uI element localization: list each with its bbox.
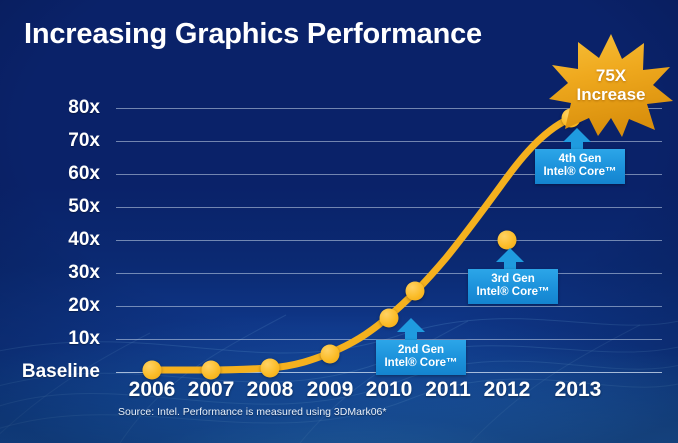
y-tick-50x: 50x — [68, 196, 100, 217]
callout-3rd-gen[interactable]: 3rd Gen Intel® Core™ — [468, 269, 558, 304]
y-tick-60x: 60x — [68, 163, 100, 184]
data-point-2012 — [497, 230, 517, 250]
x-tick-2012: 2012 — [483, 378, 531, 401]
y-tick-80x: 80x — [68, 97, 100, 118]
starburst-icon — [549, 34, 673, 137]
callout-3rd-gen-line2: Intel® Core™ — [476, 286, 550, 298]
callout-4th-gen-line1: 4th Gen — [558, 153, 602, 165]
callout-3rd-gen-line1: 3rd Gen — [491, 273, 535, 285]
increase-badge: 75X Increase — [549, 33, 673, 137]
y-tick-40x: 40x — [68, 229, 100, 250]
data-point-2011 — [405, 281, 425, 301]
y-tick-20x: 20x — [68, 295, 100, 316]
callout-2nd-gen-line2: Intel® Core™ — [384, 357, 458, 369]
y-tick-baseline: Baseline — [21, 361, 100, 382]
callout-2nd-gen-line1: 2nd Gen — [397, 344, 444, 356]
arrow-up-icon-gen3 — [496, 248, 524, 274]
x-tick-2008: 2008 — [246, 378, 294, 401]
data-point-2007 — [201, 360, 221, 380]
x-tick-2011: 2011 — [425, 378, 471, 401]
callout-4th-gen-line2: Intel® Core™ — [543, 166, 617, 178]
arrow-up-icon-gen2 — [397, 318, 425, 344]
arrow-up-icon-gen4 — [563, 128, 591, 154]
gridline-70x — [116, 141, 662, 142]
x-tick-2010: 2010 — [365, 378, 413, 401]
callout-4th-gen[interactable]: 4th Gen Intel® Core™ — [535, 149, 625, 184]
gridline-50x — [116, 207, 662, 208]
callout-2nd-gen[interactable]: 2nd Gen Intel® Core™ — [376, 340, 466, 375]
data-point-2006 — [142, 360, 162, 380]
y-tick-10x: 10x — [68, 328, 100, 349]
y-tick-30x: 30x — [68, 262, 100, 283]
gridline-60x — [116, 174, 662, 175]
source-note: Source: Intel. Performance is measured u… — [118, 406, 387, 418]
data-point-2010 — [379, 308, 399, 328]
gridline-80x — [116, 108, 662, 109]
page-title: Increasing Graphics Performance — [24, 18, 482, 50]
gridline-30x — [116, 273, 662, 274]
data-point-2008 — [260, 358, 280, 378]
x-tick-2009: 2009 — [306, 378, 354, 401]
x-tick-2006: 2006 — [128, 378, 176, 401]
data-point-2009 — [320, 344, 340, 364]
x-tick-2007: 2007 — [187, 378, 235, 401]
gridline-10x — [116, 339, 662, 340]
x-tick-2013: 2013 — [554, 378, 602, 401]
gridline-20x — [116, 306, 662, 307]
gridline-40x — [116, 240, 662, 241]
y-tick-70x: 70x — [68, 130, 100, 151]
